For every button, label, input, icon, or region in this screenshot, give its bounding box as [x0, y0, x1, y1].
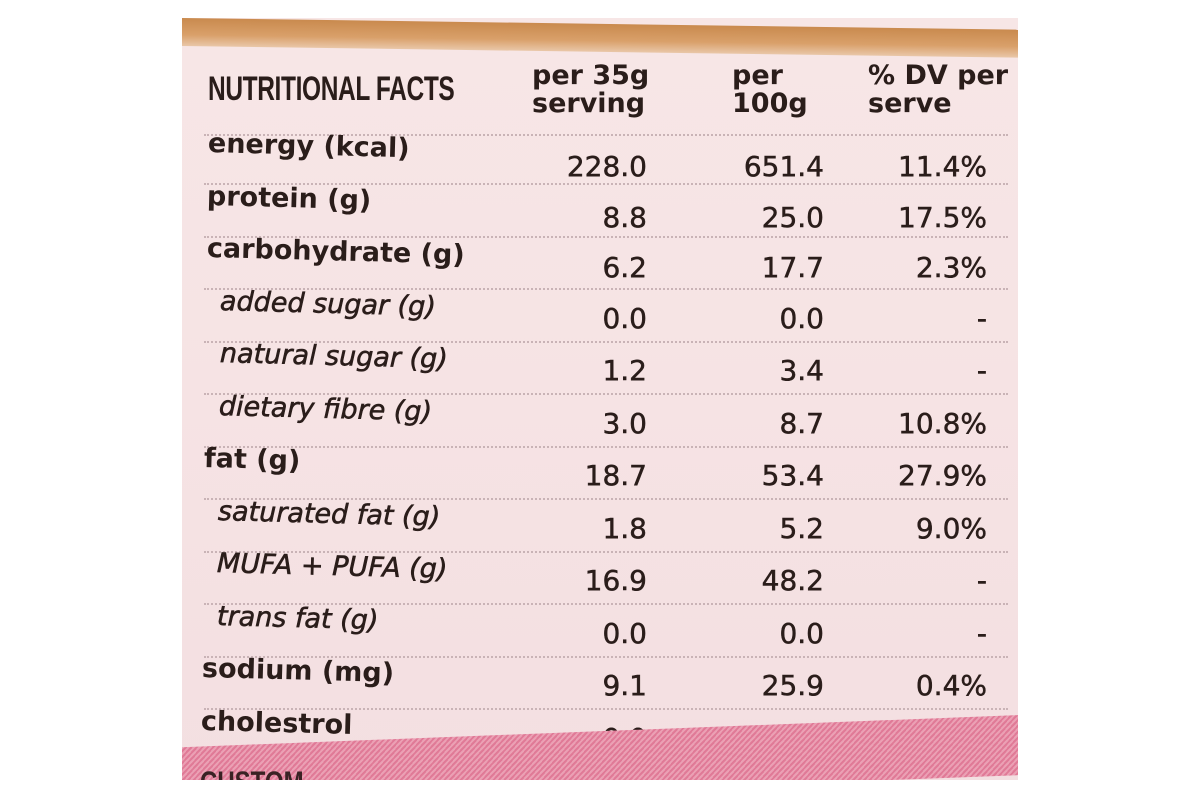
row-label: fat (g)	[203, 443, 302, 477]
row-label: energy (kcal)	[207, 128, 410, 165]
row-label: carbohydrate (g)	[206, 233, 465, 271]
divider	[204, 340, 1008, 343]
value-per-100g: 53.4	[761, 459, 824, 493]
jar-lid-band	[182, 18, 1018, 58]
divider	[204, 603, 1008, 605]
label-title: NUTRITIONAL FACTS	[208, 70, 455, 108]
value-per-100g: 17.7	[761, 251, 824, 285]
value-dv: 9.0%	[915, 511, 988, 545]
value-dv: 11.4%	[898, 150, 987, 184]
value-dv: -	[976, 301, 988, 335]
divider	[204, 393, 1008, 395]
divider	[204, 498, 1008, 500]
value-per-serving: 16.9	[584, 564, 647, 598]
row-label: added sugar (g)	[219, 285, 437, 323]
value-dv: -	[976, 354, 988, 388]
value-per-100g: 48.2	[761, 564, 824, 598]
value-per-serving: 18.7	[584, 459, 647, 493]
value-dv: 10.8%	[898, 406, 987, 440]
value-dv: 17.5%	[898, 200, 987, 234]
value-per-100g: 25.0	[761, 200, 824, 234]
value-per-serving: 3.0	[602, 406, 647, 440]
row-label: dietary fibre (g)	[218, 390, 433, 428]
divider	[204, 445, 1008, 448]
column-header-dv: % DV per serve	[868, 60, 1009, 119]
row-label: natural sugar (g)	[219, 338, 448, 376]
value-per-100g: 8.7	[779, 406, 824, 440]
row-label: MUFA + PUFA (g)	[216, 548, 449, 586]
value-dv: -	[976, 564, 988, 598]
column-header-per-serving: per 35g serving	[532, 60, 650, 119]
divider	[204, 183, 1008, 185]
row-label: trans fat (g)	[216, 600, 379, 636]
value-per-serving: 6.2	[602, 251, 647, 285]
value-dv: 27.9%	[898, 459, 987, 493]
value-per-100g: 5.2	[779, 511, 824, 545]
value-per-serving: 0.0	[602, 616, 647, 650]
row-label: cholestrol	[200, 705, 354, 741]
value-dv: 0.4%	[915, 669, 988, 703]
divider	[204, 708, 1008, 710]
divider	[204, 655, 1008, 658]
value-per-100g: 0.0	[779, 301, 824, 335]
row-label: sodium (mg)	[201, 653, 395, 690]
value-per-100g: 651.4	[743, 150, 825, 184]
column-header-per-100g: per 100g	[732, 60, 808, 119]
value-per-serving: 8.8	[602, 200, 647, 234]
value-per-serving: 9.1	[602, 669, 647, 703]
divider	[204, 134, 1008, 136]
value-per-100g: 25.9	[761, 669, 824, 703]
value-dv: 2.3%	[915, 251, 988, 285]
value-per-serving: 0.0	[602, 301, 647, 335]
row-label: protein (g)	[206, 180, 373, 216]
divider	[204, 235, 1008, 238]
row-label: saturated fat (g)	[217, 495, 441, 533]
divider	[204, 550, 1008, 553]
value-dv: -	[976, 616, 988, 650]
value-per-100g: 0.0	[779, 616, 824, 650]
value-per-serving: 1.8	[602, 511, 647, 545]
value-per-serving: 1.2	[602, 354, 647, 388]
divider	[204, 288, 1008, 290]
footer-partial-text: CUSTOM	[200, 766, 304, 780]
nutrition-label: NUTRITIONAL FACTS per 35g serving per 10…	[182, 18, 1018, 780]
value-per-serving: 228.0	[566, 150, 648, 184]
value-per-100g: 3.4	[779, 354, 824, 388]
